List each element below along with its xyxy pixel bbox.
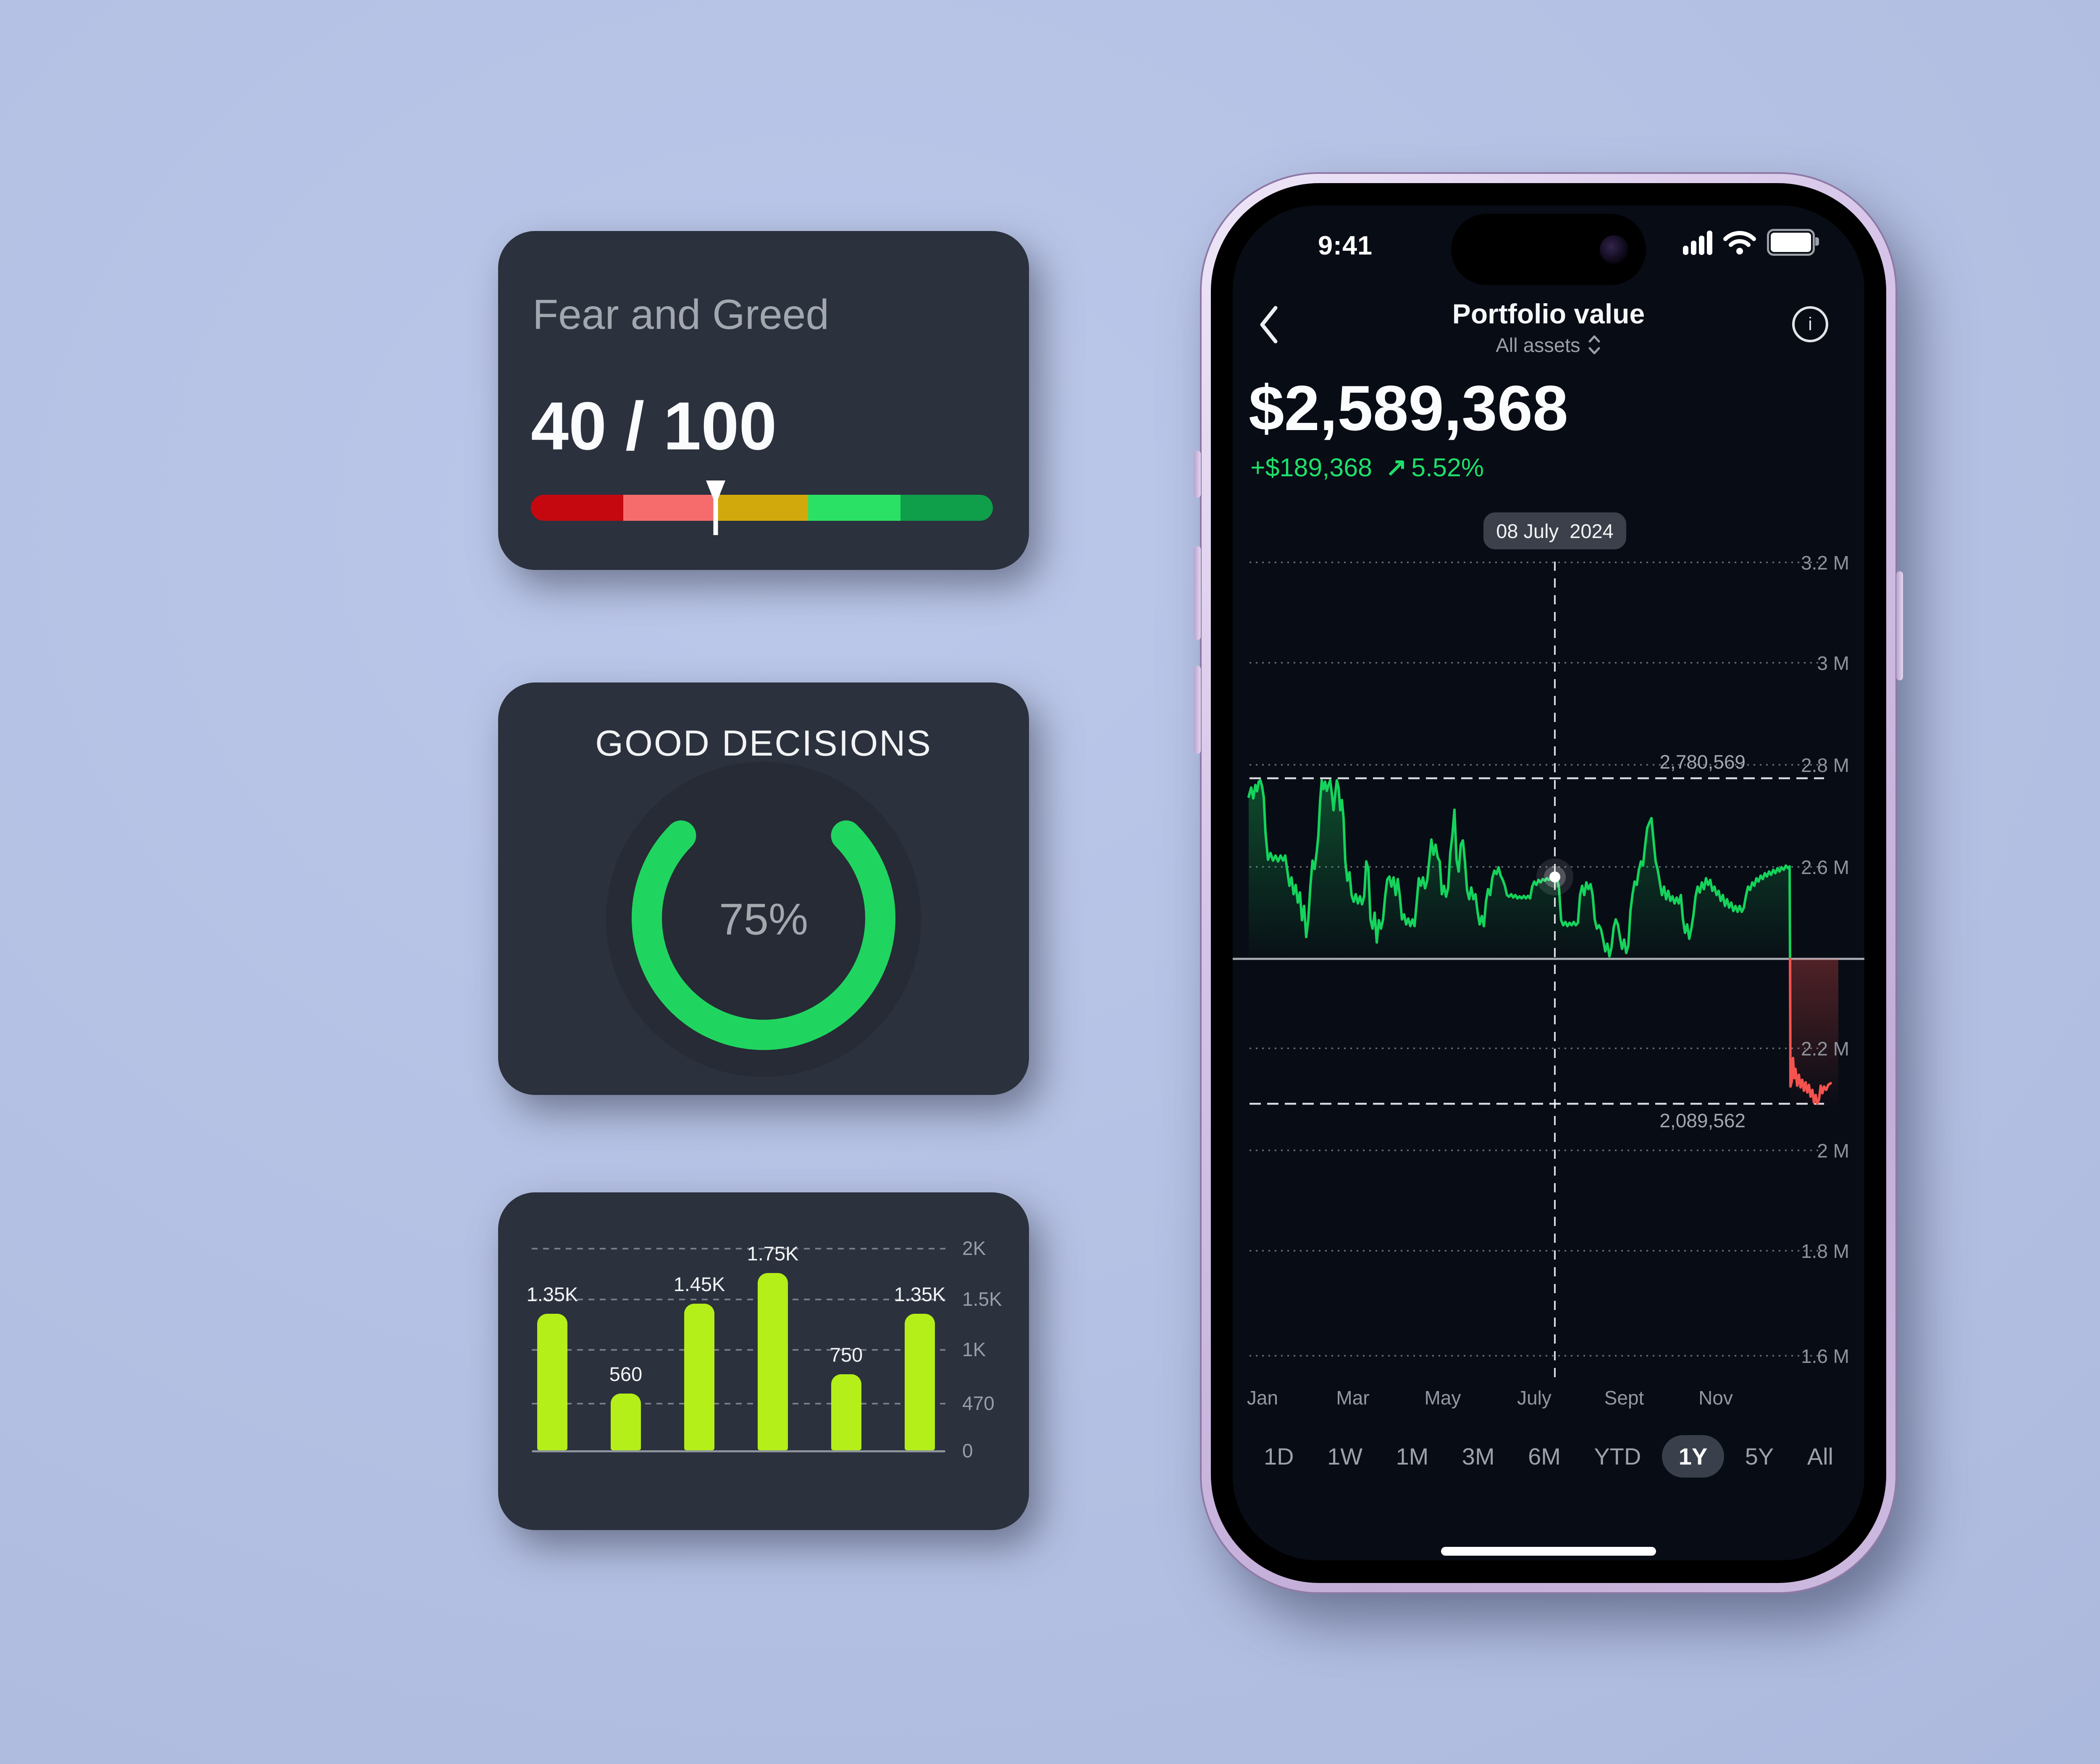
y-axis-tick-label: 470: [962, 1392, 995, 1414]
portfolio-change: +$189,368 ↗ 5.52%: [1250, 452, 1484, 482]
min-value-label: 2,089,562: [1659, 1110, 1746, 1131]
change-percent: 5.52%: [1411, 453, 1484, 482]
phone-mockup: 9:41 Portfolio value: [1194, 172, 1903, 1594]
x-axis-tick-label: Mar: [1336, 1387, 1370, 1409]
range-option-ytd[interactable]: YTD: [1594, 1443, 1641, 1470]
y-axis-tick-label: 1K: [962, 1339, 986, 1360]
chevron-up-down-icon: [1588, 335, 1600, 354]
progress-percent-label: 75%: [719, 894, 808, 944]
info-button[interactable]: i: [1792, 306, 1828, 342]
y-axis-tick-label: 2K: [962, 1237, 986, 1259]
volume-up-button[interactable]: [1194, 546, 1201, 640]
bar-value-label: 1.35K: [526, 1283, 578, 1305]
gridline: [532, 1402, 945, 1404]
cellular-signal-icon: [1683, 231, 1712, 255]
fear-greed-gauge: [531, 495, 993, 521]
range-option-all[interactable]: All: [1807, 1443, 1833, 1470]
range-option-1y[interactable]: 1Y: [1662, 1435, 1725, 1478]
power-button[interactable]: [1896, 571, 1903, 680]
gridline: [532, 1298, 945, 1300]
home-indicator[interactable]: [1441, 1547, 1656, 1556]
range-option-1m[interactable]: 1M: [1396, 1443, 1429, 1470]
gauge-segment: [623, 495, 716, 521]
bar-value-label: 750: [830, 1344, 863, 1366]
asset-selector[interactable]: All assets: [1233, 332, 1864, 357]
wifi-icon: [1723, 231, 1756, 255]
volume-down-button[interactable]: [1194, 666, 1201, 754]
y-axis-tick-label: 1.8 M: [1801, 1240, 1849, 1262]
date-tooltip: 08 July 2024: [1483, 512, 1626, 549]
asset-selector-label: All assets: [1496, 333, 1580, 356]
good-decisions-title: GOOD DECISIONS: [595, 723, 932, 764]
gauge-segment: [531, 495, 623, 521]
trend-up-arrow-icon: ↗: [1386, 453, 1407, 481]
camera-icon: [1600, 235, 1628, 264]
gauge-segment: [808, 495, 900, 521]
portfolio-chart[interactable]: [1233, 205, 1864, 1560]
back-button[interactable]: [1258, 304, 1281, 345]
range-option-1d[interactable]: 1D: [1264, 1443, 1294, 1470]
bar-value-label: 1.35K: [894, 1283, 946, 1305]
bar-chart-card: 2K 1.5K 1K 470 0 1.35K 560 1.45K 1.75K 750 1.35K: [498, 1192, 1029, 1530]
status-icons: [1683, 229, 1819, 256]
phone-screen: 9:41 Portfolio value: [1233, 205, 1864, 1560]
x-axis-tick-label: May: [1424, 1387, 1461, 1409]
progress-ring-background: 75%: [606, 762, 921, 1077]
y-axis-tick-label: 2 M: [1817, 1140, 1849, 1162]
bar-value-label: 1.75K: [747, 1242, 799, 1265]
bar[interactable]: [758, 1273, 788, 1450]
battery-icon: [1767, 229, 1819, 256]
bar[interactable]: [831, 1374, 861, 1450]
x-axis-line: [532, 1450, 945, 1452]
bar-value-label: 560: [609, 1363, 643, 1386]
bar-value-label: 1.45K: [673, 1273, 725, 1295]
gauge-segment: [716, 495, 808, 521]
progress-ring: [632, 820, 895, 1050]
y-axis-tick-label: 2.2 M: [1801, 1038, 1849, 1060]
gridline: [532, 1248, 945, 1250]
good-decisions-card: GOOD DECISIONS 75%: [498, 682, 1029, 1095]
y-axis-tick-label: 3.2 M: [1801, 552, 1849, 574]
action-button[interactable]: [1194, 451, 1201, 498]
range-option-5y[interactable]: 5Y: [1745, 1443, 1774, 1470]
x-axis-tick-label: Sept: [1604, 1387, 1644, 1409]
status-time: 9:41: [1318, 231, 1373, 260]
range-option-1w[interactable]: 1W: [1327, 1443, 1363, 1470]
range-option-6m[interactable]: 6M: [1528, 1443, 1561, 1470]
gridline: [532, 1349, 945, 1351]
bar[interactable]: [537, 1313, 567, 1450]
x-axis-tick-label: Nov: [1698, 1387, 1733, 1409]
range-option-3m[interactable]: 3M: [1462, 1443, 1495, 1470]
info-icon: i: [1808, 314, 1812, 334]
y-axis-tick-label: 2.8 M: [1801, 754, 1849, 776]
gauge-segment: [900, 495, 993, 521]
y-axis-tick-label: 1.5K: [962, 1288, 1002, 1310]
y-axis-tick-label: 2.6 M: [1801, 856, 1849, 878]
y-axis-tick-label: 1.6 M: [1801, 1345, 1849, 1367]
max-value-label: 2,780,569: [1659, 751, 1746, 773]
bar[interactable]: [611, 1394, 641, 1450]
fear-greed-score: 40 / 100: [531, 388, 777, 464]
range-selector: 1D 1W 1M 3M 6M YTD 1Y 5Y All: [1251, 1435, 1846, 1478]
portfolio-value: $2,589,368: [1249, 373, 1568, 444]
page-title: Portfolio value: [1452, 298, 1645, 329]
fear-greed-title: Fear and Greed: [533, 291, 829, 338]
y-axis-tick-label: 0: [962, 1440, 973, 1462]
fear-greed-card: Fear and Greed 40 / 100: [498, 231, 1029, 570]
change-amount: +$189,368: [1250, 453, 1373, 482]
bar[interactable]: [905, 1313, 935, 1450]
dynamic-island: [1451, 214, 1646, 285]
x-axis-tick-label: Jan: [1247, 1387, 1278, 1409]
x-axis-tick-label: July: [1517, 1387, 1551, 1409]
bar[interactable]: [684, 1303, 714, 1450]
y-axis-tick-label: 3 M: [1817, 652, 1849, 674]
